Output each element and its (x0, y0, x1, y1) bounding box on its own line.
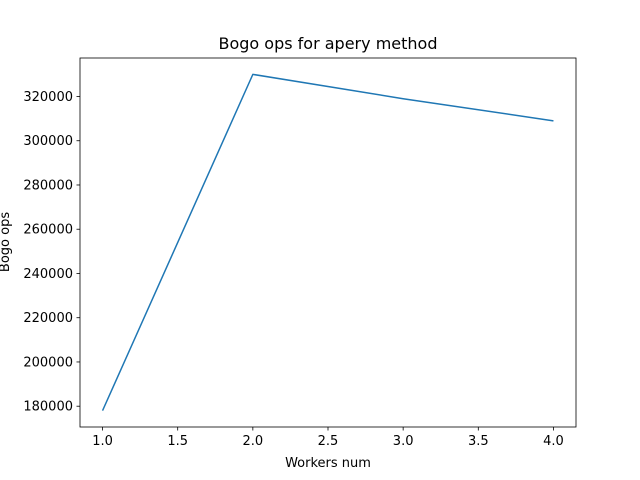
x-tick-label: 3.0 (393, 434, 414, 449)
x-tick-label: 2.0 (243, 434, 264, 449)
y-tick-label: 260000 (23, 223, 73, 238)
y-axis: 180000 200000 220000 240000 260000 280000 3000… (23, 90, 80, 415)
plot-area (101, 73, 554, 411)
y-tick-label: 220000 (23, 311, 73, 326)
x-tick-label: 1.5 (167, 434, 188, 449)
x-axis-label: Workers num (285, 456, 371, 471)
y-tick-label: 240000 (23, 267, 73, 282)
chart-title: Bogo ops for apery method (219, 34, 438, 53)
x-tick-label: 1.0 (92, 434, 113, 449)
y-tick-label: 200000 (23, 355, 73, 370)
y-tick-label: 180000 (23, 400, 73, 415)
y-axis-label: Bogo ops (0, 212, 13, 272)
y-tick-label: 280000 (23, 178, 73, 193)
x-axis: 1.0 1.5 2.0 2.5 3.0 3.5 4.0 (92, 427, 564, 449)
y-tick-label: 300000 (23, 134, 73, 149)
y-tick-label: 320000 (23, 90, 73, 105)
x-tick-label: 2.5 (318, 434, 339, 449)
x-tick-label: 3.5 (468, 434, 489, 449)
series-line-1 (101, 73, 554, 411)
x-tick-label: 4.0 (543, 434, 564, 449)
